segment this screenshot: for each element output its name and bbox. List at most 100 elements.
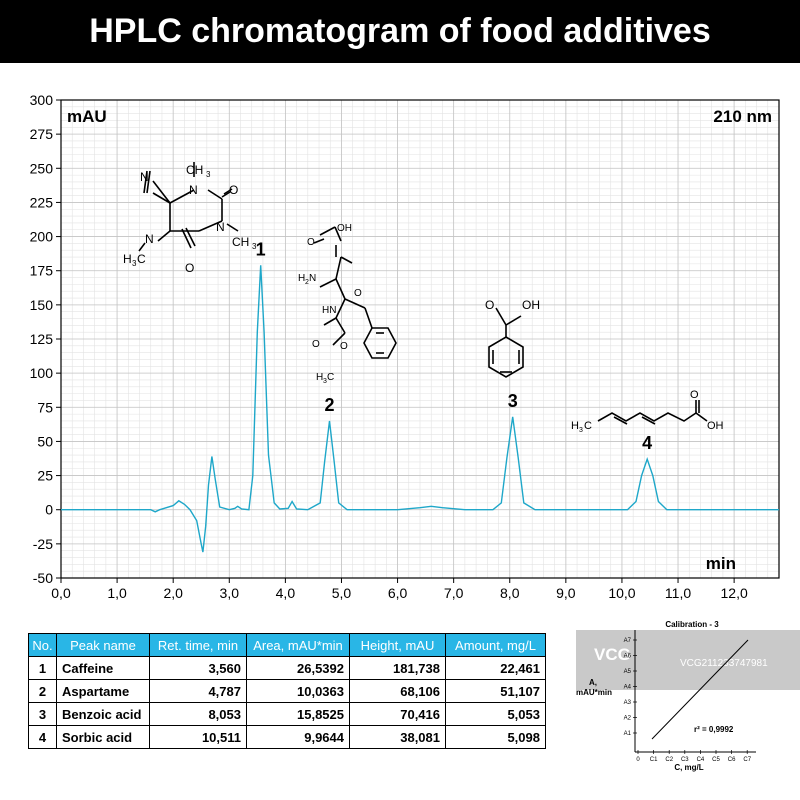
caffeine-atom: O <box>185 261 194 275</box>
table-cell: 5,098 <box>445 725 546 749</box>
x-tick-label: 2,0 <box>163 585 183 601</box>
y-tick-label: 175 <box>30 263 54 279</box>
y-tick-label: 200 <box>30 229 54 245</box>
calibration-y-label: A, <box>589 678 597 687</box>
calibration-y-tick-label: A7 <box>624 638 632 644</box>
calibration-y-tick-label: A3 <box>624 700 632 706</box>
table-cell: 26,5392 <box>246 656 350 680</box>
table-cell: 1 <box>28 656 57 680</box>
caffeine-atom: 3 <box>132 259 137 268</box>
table-row: 3 Benzoic acid 8,053 15,8525 70,416 5,05… <box>28 702 546 726</box>
watermark-band <box>576 630 800 690</box>
calibration-x-label: C, mg/L <box>674 763 703 772</box>
y-tick-label: 50 <box>37 433 53 449</box>
caffeine-atom: N <box>140 170 149 184</box>
caffeine-atom: CH <box>186 163 203 177</box>
table-header: No. <box>28 633 57 657</box>
calibration-x-tick-label: C7 <box>743 757 751 763</box>
caffeine-atom: 3 <box>206 170 211 179</box>
x-tick-label: 7,0 <box>444 585 464 601</box>
x-tick-label: 1,0 <box>107 585 127 601</box>
y-axis-label: mAU <box>67 107 107 126</box>
y-tick-label: -50 <box>33 570 53 586</box>
calibration-x-tick-label: C2 <box>665 757 673 763</box>
calibration-x-tick-label: C5 <box>712 757 720 763</box>
y-tick-label: 75 <box>37 399 53 415</box>
table-cell: 181,738 <box>349 656 446 680</box>
aspartame-atom: 3 <box>323 378 327 385</box>
table-row: 2 Aspartame 4,787 10,0363 68,106 51,107 <box>28 679 546 703</box>
aspartame-atom: C <box>327 372 334 383</box>
calibration-chart: Calibration - 3 VCG VCG211233747981 A7 A6… <box>576 620 800 772</box>
calibration-r2: r² = 0,9992 <box>694 725 734 734</box>
calibration-y-tick-label: A2 <box>624 716 632 722</box>
x-tick-label: 0,0 <box>51 585 71 601</box>
table-cell: 2 <box>28 679 57 703</box>
table-header-row: No. Peak name Ret. time, min Area, mAU*m… <box>28 633 546 657</box>
caffeine-atom: H <box>123 252 132 266</box>
aspartame-atom: H <box>298 273 305 284</box>
caffeine-atom: N <box>216 220 225 234</box>
calibration-x-ticks: 0 C1 C2 C3 C4 C5 C6 C7 <box>636 750 752 763</box>
table-cell: 3,560 <box>149 656 247 680</box>
peak-label: 1 <box>256 239 266 259</box>
y-tick-label: 125 <box>30 331 54 347</box>
caffeine-atom: N <box>189 183 198 197</box>
page-title: HPLC chromatogram of food additives <box>0 0 800 63</box>
x-tick-label: 9,0 <box>556 585 576 601</box>
table-cell: Sorbic acid <box>56 725 150 749</box>
calibration-x-tick-label: C4 <box>697 757 705 763</box>
x-axis-ticks: 0,0 1,0 2,0 3,0 4,0 5,0 6,0 7,0 8,0 9,0 10,0 11,0 12… <box>51 578 748 601</box>
table-cell: 38,081 <box>349 725 446 749</box>
caffeine-structure: N N N N CH 3 CH 3 H 3 C O O <box>123 162 257 275</box>
chromatogram-trace <box>61 265 779 553</box>
aspartame-atom: OH <box>337 223 352 234</box>
watermark-id: VCG211233747981 <box>680 658 768 669</box>
table-cell: 68,106 <box>349 679 446 703</box>
caffeine-atom: 3 <box>252 242 257 251</box>
peak-results-table: No. Peak name Ret. time, min Area, mAU*m… <box>28 633 546 749</box>
x-tick-label: 10,0 <box>608 585 635 601</box>
table-cell: 22,461 <box>445 656 546 680</box>
x-tick-label: 8,0 <box>500 585 520 601</box>
calibration-y-tick-label: A4 <box>624 685 632 691</box>
table-cell: 4 <box>28 725 57 749</box>
x-tick-label: 12,0 <box>721 585 748 601</box>
benzoic-atom: O <box>485 298 494 312</box>
aspartame-atom: H <box>316 372 323 383</box>
calibration-y-tick-label: A6 <box>624 654 632 660</box>
peak-label: 3 <box>508 391 518 411</box>
calibration-x-tick-label: C6 <box>728 757 736 763</box>
table-cell: 8,053 <box>149 702 247 726</box>
table-header: Amount, mg/L <box>445 633 546 657</box>
table-header: Height, mAU <box>349 633 446 657</box>
aspartame-structure: OH O H 2 N O HN O O H 3 C <box>298 223 397 385</box>
aspartame-atom: O <box>312 339 320 350</box>
calibration-y-unit: mAU*min <box>576 688 612 697</box>
calibration-y-tick-label: A5 <box>624 669 632 675</box>
table-row: 1 Caffeine 3,560 26,5392 181,738 22,461 <box>28 656 546 680</box>
sorbic-acid-structure: H 3 C O OH <box>571 389 724 434</box>
x-tick-label: 3,0 <box>220 585 240 601</box>
sorbic-atom: 3 <box>579 427 583 434</box>
calibration-x-tick-label: C1 <box>650 757 658 763</box>
aspartame-atom: HN <box>322 305 336 316</box>
caffeine-atom: N <box>145 232 154 246</box>
benzoic-acid-structure: O OH <box>485 298 540 378</box>
table-cell: Caffeine <box>56 656 150 680</box>
peak-label: 4 <box>642 433 652 453</box>
calibration-title: Calibration - 3 <box>665 620 719 629</box>
y-tick-label: 100 <box>30 365 54 381</box>
peak-labels: 1 2 3 4 <box>256 239 653 453</box>
y-tick-label: 150 <box>30 297 54 313</box>
chromatogram-chart: 3002752502252001751501251007550250-25-50… <box>30 92 780 601</box>
table-cell: 70,416 <box>349 702 446 726</box>
aspartame-atom: O <box>354 288 362 299</box>
aspartame-atom: 2 <box>305 279 309 286</box>
table-header: Peak name <box>56 633 150 657</box>
calibration-x-tick-label: 0 <box>636 757 640 763</box>
sorbic-atom: OH <box>707 420 724 432</box>
aspartame-atom: N <box>309 273 316 284</box>
table-cell: 10,511 <box>149 725 247 749</box>
